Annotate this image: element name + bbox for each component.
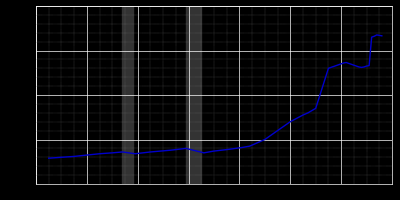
- Bar: [186, 6, 201, 184]
- Bar: [122, 6, 133, 184]
